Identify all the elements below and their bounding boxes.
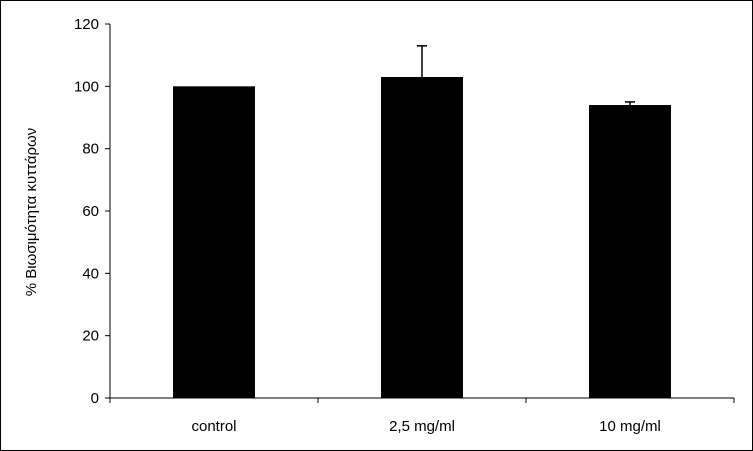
y-tick-label: 20	[82, 328, 99, 345]
y-tick-label: 120	[74, 16, 99, 33]
x-tick-label: 10 mg/ml	[599, 418, 661, 435]
y-tick-label: 0	[91, 390, 99, 407]
y-tick-label: 40	[82, 265, 99, 282]
x-tick-label: control	[191, 418, 236, 435]
y-tick-label: 60	[82, 203, 99, 220]
y-axis: 0 20 40 60 80 100 120	[74, 16, 111, 407]
y-axis-label: % Βιωσιμότητα κυττάρων	[23, 128, 40, 297]
bar	[381, 76, 463, 398]
x-tick-label: 2,5 mg/ml	[389, 418, 455, 435]
y-tick-label: 80	[82, 141, 99, 158]
y-tick-label: 100	[74, 78, 99, 95]
bars	[173, 76, 671, 399]
bar	[173, 86, 255, 398]
x-axis: control 2,5 mg/ml 10 mg/ml	[109, 397, 735, 435]
bar	[589, 105, 671, 399]
error-bars	[417, 45, 635, 106]
